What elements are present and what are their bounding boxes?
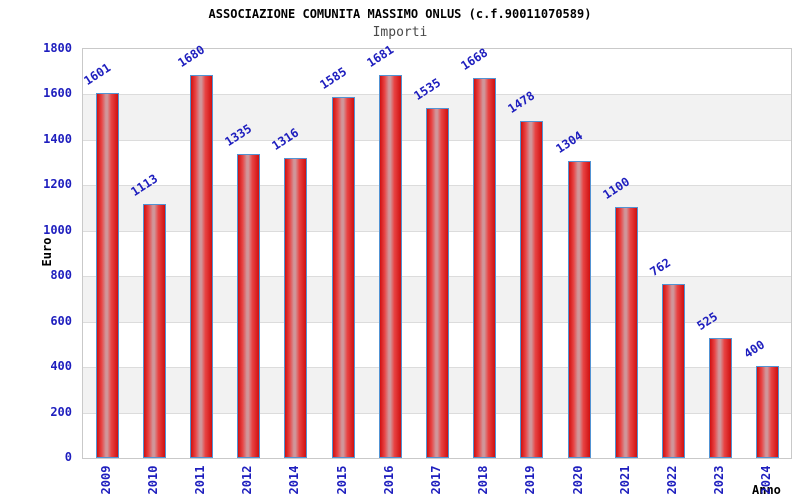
x-axis-tick-label: 2018	[476, 465, 491, 495]
bar-2020	[567, 160, 591, 458]
y-axis-tick-label: 1200	[43, 177, 72, 192]
bar-2010	[142, 204, 166, 458]
y-axis-tick-label: 1000	[43, 222, 72, 237]
x-axis-tick-label: 2010	[145, 465, 160, 495]
x-axis-tick-label: 2016	[381, 465, 396, 495]
y-axis-label: Euro	[40, 237, 54, 267]
bar-2021	[614, 207, 638, 458]
chart-title: ASSOCIAZIONE COMUNITA MASSIMO ONLUS (c.f…	[208, 7, 592, 21]
bar-2019	[520, 121, 544, 458]
x-axis-tick-label: 2019	[523, 465, 538, 495]
gridline	[83, 94, 791, 96]
x-axis-tick-label: 2023	[712, 465, 727, 495]
y-axis-tick-label: 800	[50, 268, 72, 283]
bar-2014	[284, 157, 308, 458]
x-axis-tick-label: 2020	[570, 465, 585, 495]
bar-2016	[378, 75, 402, 458]
bar-2023	[709, 337, 733, 458]
bar-2015	[331, 96, 355, 458]
x-axis-tick-label: 2022	[665, 465, 679, 495]
bar-2024	[756, 366, 780, 458]
x-axis-tick-label: 2014	[287, 465, 302, 495]
bar-2022	[662, 283, 685, 458]
y-axis-tick-label: 0	[64, 450, 72, 464]
x-axis-tick-label: 2024	[759, 465, 774, 495]
x-axis-tick-label: 2015	[334, 465, 349, 495]
plot-area	[82, 48, 792, 459]
chart-subtitle: Importi	[372, 25, 428, 40]
y-axis-tick-label: 200	[50, 404, 72, 419]
y-axis-tick-label: 1800	[43, 41, 72, 55]
y-axis-tick-label: 600	[50, 313, 72, 328]
x-axis-tick-label: 2012	[240, 465, 255, 495]
bar-2011	[190, 75, 213, 458]
bar-2009	[95, 93, 119, 458]
y-axis-tick-label: 1600	[43, 86, 72, 101]
x-axis-tick-label: 2017	[429, 465, 443, 495]
y-axis-tick-label: 400	[50, 359, 72, 374]
y-axis-tick-label: 1400	[43, 131, 72, 146]
x-axis-tick-label: 2011	[193, 465, 207, 495]
x-axis-tick-label: 2021	[617, 465, 632, 495]
bar-2012	[237, 153, 261, 458]
bar-2017	[426, 108, 449, 458]
x-axis-label: Anno	[752, 483, 781, 497]
bar-2018	[473, 78, 497, 458]
x-axis-tick-label: 2009	[98, 465, 113, 495]
